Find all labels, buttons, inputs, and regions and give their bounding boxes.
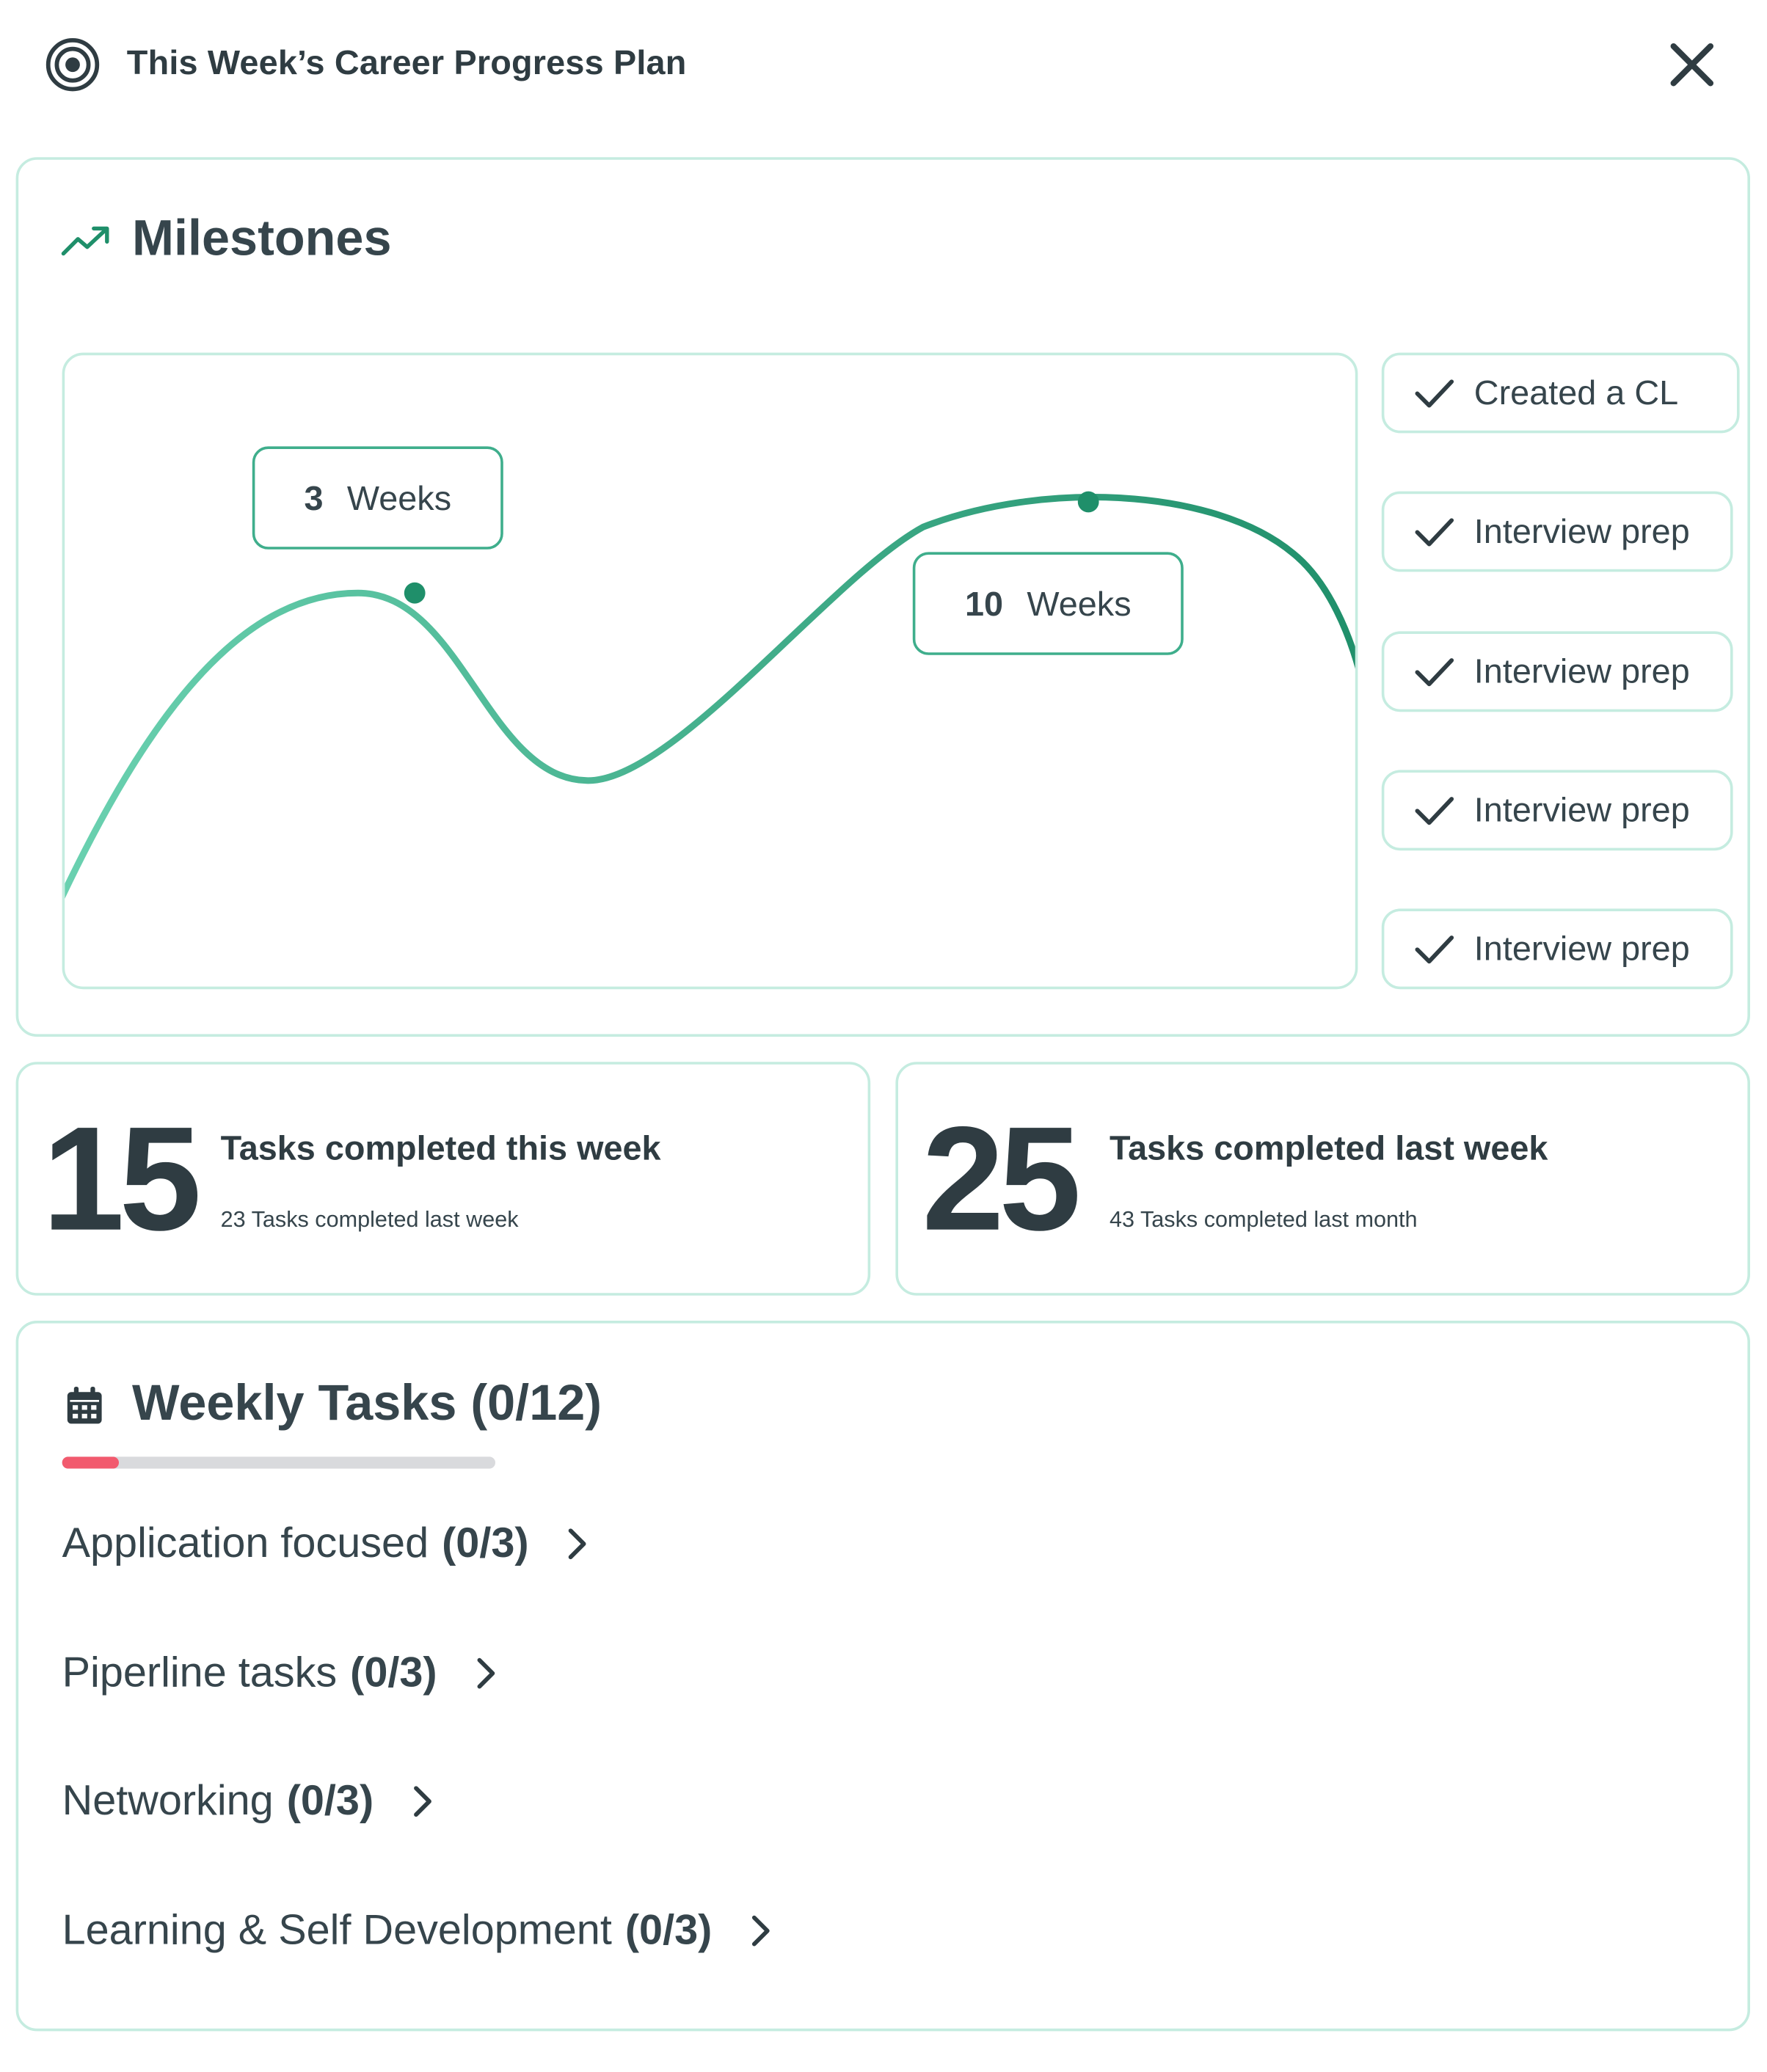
task-category-count: (0/3) bbox=[350, 1648, 437, 1696]
milestone-item-label: Created a CL bbox=[1473, 372, 1679, 412]
milestones-curve bbox=[65, 494, 1355, 899]
milestone-label-number: 3 bbox=[304, 477, 324, 517]
weekly-tasks-title: Weekly Tasks (0/12) bbox=[132, 1376, 602, 1432]
task-category-pipeline-tasks[interactable]: Piperline tasks (0/3) bbox=[62, 1648, 500, 1697]
weekly-tasks-progress-bar bbox=[62, 1456, 496, 1469]
chevron-right-icon bbox=[752, 1914, 770, 1946]
milestone-item-label: Interview prep bbox=[1473, 789, 1690, 830]
stat-label: Tasks completed this week bbox=[220, 1128, 661, 1168]
task-category-name: Piperline tasks bbox=[62, 1648, 338, 1696]
chevron-right-icon bbox=[413, 1785, 431, 1817]
close-icon[interactable] bbox=[1661, 34, 1722, 95]
check-icon bbox=[1415, 935, 1454, 963]
milestone-point-2 bbox=[1077, 491, 1099, 513]
check-icon bbox=[1415, 657, 1454, 686]
milestone-item-created-cl[interactable]: Created a CL bbox=[1381, 352, 1740, 434]
task-category-learning[interactable]: Learning & Self Development (0/3) bbox=[62, 1905, 776, 1955]
milestone-label-unit: Weeks bbox=[1027, 583, 1132, 623]
milestones-chart bbox=[62, 352, 1358, 990]
milestone-item-label: Interview prep bbox=[1473, 511, 1690, 551]
task-category-count: (0/3) bbox=[442, 1519, 529, 1566]
stat-subtext: 43 Tasks completed last month bbox=[1110, 1207, 1418, 1233]
milestone-point-1 bbox=[404, 582, 426, 604]
target-icon bbox=[45, 37, 101, 92]
stat-card-last-week: 25 Tasks completed last week 43 Tasks co… bbox=[895, 1062, 1750, 1296]
milestone-item-interview-prep[interactable]: Interview prep bbox=[1381, 770, 1733, 851]
milestone-item-interview-prep[interactable]: Interview prep bbox=[1381, 908, 1733, 990]
milestone-label-3-weeks: 3 Weeks bbox=[252, 446, 503, 550]
task-category-application-focused[interactable]: Application focused (0/3) bbox=[62, 1519, 592, 1568]
task-category-count: (0/3) bbox=[286, 1776, 374, 1824]
task-category-count: (0/3) bbox=[624, 1905, 713, 1954]
task-category-networking[interactable]: Networking (0/3) bbox=[62, 1776, 437, 1825]
stat-card-this-week: 15 Tasks completed this week 23 Tasks co… bbox=[15, 1062, 871, 1296]
milestone-item-interview-prep[interactable]: Interview prep bbox=[1381, 631, 1733, 712]
stat-number: 25 bbox=[922, 1096, 1081, 1261]
progress-fill bbox=[62, 1456, 119, 1469]
close-button[interactable] bbox=[1661, 34, 1722, 95]
task-category-name: Application focused bbox=[62, 1519, 429, 1566]
milestones-card bbox=[15, 157, 1750, 1037]
check-icon bbox=[1415, 796, 1454, 825]
check-icon bbox=[1415, 517, 1454, 546]
milestone-item-label: Interview prep bbox=[1473, 928, 1690, 968]
calendar-icon bbox=[65, 1384, 104, 1426]
chevron-right-icon bbox=[569, 1528, 587, 1559]
milestones-curve-chart bbox=[65, 491, 1355, 899]
milestone-item-interview-prep[interactable]: Interview prep bbox=[1381, 491, 1733, 572]
stat-label: Tasks completed last week bbox=[1110, 1128, 1548, 1168]
page-title: This Week’s Career Progress Plan bbox=[126, 42, 687, 82]
stat-subtext: 23 Tasks completed last week bbox=[220, 1207, 519, 1233]
task-category-name: Networking bbox=[62, 1776, 274, 1824]
milestone-item-label: Interview prep bbox=[1473, 651, 1690, 691]
milestone-label-unit: Weeks bbox=[346, 477, 452, 517]
chevron-right-icon bbox=[477, 1657, 495, 1688]
milestones-title: Milestones bbox=[132, 211, 392, 267]
trending-up-icon bbox=[61, 222, 111, 264]
stat-number: 15 bbox=[42, 1096, 202, 1261]
milestone-label-number: 10 bbox=[964, 583, 1004, 623]
check-icon bbox=[1415, 379, 1454, 407]
task-category-name: Learning & Self Development bbox=[62, 1905, 612, 1954]
milestone-label-10-weeks: 10 Weeks bbox=[912, 552, 1184, 655]
weekly-tasks-card bbox=[15, 1321, 1750, 2032]
